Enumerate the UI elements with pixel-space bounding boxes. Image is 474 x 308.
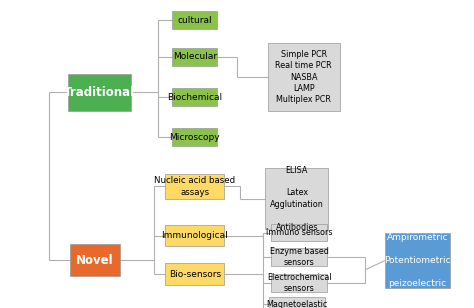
FancyBboxPatch shape [68, 74, 131, 111]
Text: Nucleic acid based
assays: Nucleic acid based assays [154, 176, 235, 197]
Text: Enzyme based
sensors: Enzyme based sensors [270, 247, 328, 267]
FancyBboxPatch shape [268, 43, 340, 111]
FancyBboxPatch shape [165, 263, 224, 285]
Text: Ampirometric

Potentiometric

peizoelectric: Ampirometric Potentiometric peizoelectri… [384, 233, 451, 288]
Text: Traditional: Traditional [64, 86, 135, 99]
FancyBboxPatch shape [271, 224, 328, 241]
FancyBboxPatch shape [269, 297, 325, 308]
FancyBboxPatch shape [265, 168, 328, 229]
Text: Magnetoelastic: Magnetoelastic [266, 300, 328, 308]
FancyBboxPatch shape [172, 128, 217, 146]
FancyBboxPatch shape [172, 48, 217, 66]
Text: Immuno sensors: Immuno sensors [266, 228, 332, 237]
FancyBboxPatch shape [271, 274, 328, 292]
FancyBboxPatch shape [271, 248, 328, 266]
Text: ELISA

Latex
Agglutination

Antibodies: ELISA Latex Agglutination Antibodies [270, 165, 324, 232]
Text: cultural: cultural [177, 15, 212, 25]
Text: Biochemical: Biochemical [167, 92, 222, 102]
Text: Novel: Novel [76, 254, 114, 267]
FancyBboxPatch shape [165, 174, 224, 198]
FancyBboxPatch shape [172, 88, 217, 106]
FancyBboxPatch shape [172, 11, 217, 29]
Text: Detection methods: Detection methods [6, 113, 14, 195]
Text: Simple PCR
Real time PCR
NASBA
LAMP
Multiplex PCR: Simple PCR Real time PCR NASBA LAMP Mult… [275, 50, 332, 104]
Text: Immunological: Immunological [161, 231, 228, 240]
Text: Molecular: Molecular [173, 52, 217, 62]
Text: Electrochemical
sensors: Electrochemical sensors [267, 273, 331, 293]
Text: Microscopy: Microscopy [169, 132, 220, 142]
FancyBboxPatch shape [70, 244, 119, 276]
FancyBboxPatch shape [165, 225, 224, 246]
Text: Bio-sensors: Bio-sensors [169, 270, 221, 279]
FancyBboxPatch shape [384, 233, 450, 288]
